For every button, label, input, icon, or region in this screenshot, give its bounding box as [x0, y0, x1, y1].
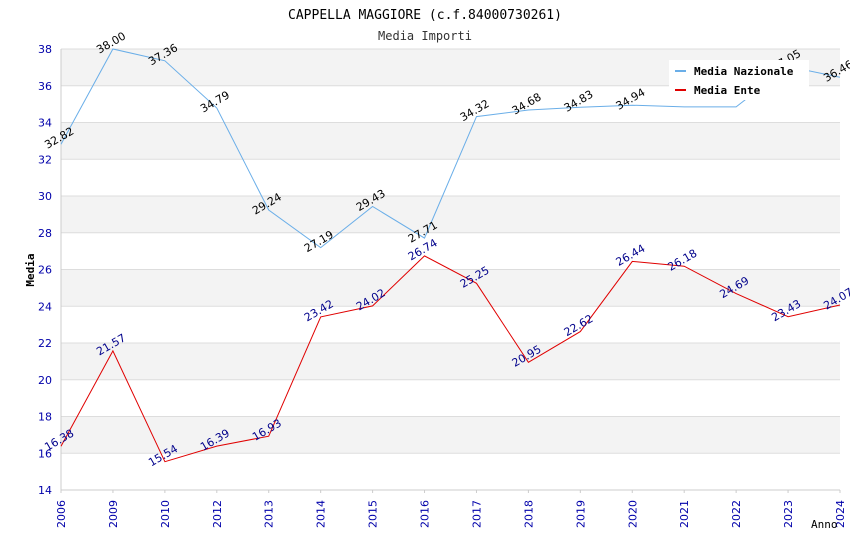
y-tick-label: 20 — [38, 374, 52, 387]
y-tick-label: 30 — [38, 190, 52, 203]
plot-band — [61, 416, 840, 454]
y-tick-label: 34 — [38, 117, 52, 130]
legend-label: Media Ente — [694, 84, 761, 97]
series-line-media-ente — [60, 255, 841, 463]
legend-label: Media Nazionale — [694, 65, 794, 78]
chart-subtitle: Media Importi — [378, 29, 472, 43]
legend: Media Nazionale Media Ente — [669, 60, 809, 100]
x-axis-label: Anno — [811, 518, 838, 531]
legend-box — [669, 60, 809, 100]
plot-band — [61, 232, 840, 270]
y-tick-label: 14 — [38, 484, 52, 497]
plot-background-bands — [61, 49, 840, 490]
x-tick-label: 2009 — [107, 500, 120, 528]
y-tick-label: 26 — [38, 264, 52, 277]
series-line-media-nazionale — [60, 48, 841, 249]
x-tick-label: 2023 — [782, 500, 795, 528]
y-tick-label: 16 — [38, 447, 52, 460]
y-tick-label: 32 — [38, 153, 52, 166]
y-tick-label: 24 — [38, 300, 52, 313]
y-axis-label: Media — [24, 253, 37, 286]
plot-band — [61, 379, 840, 417]
x-tick-label: 2017 — [470, 500, 483, 528]
y-tick-label: 38 — [38, 43, 52, 56]
x-tick-label: 2010 — [159, 500, 172, 528]
plot-band — [61, 122, 840, 160]
x-tick-label: 2006 — [55, 500, 68, 528]
x-tick-label: 2012 — [211, 500, 224, 528]
y-tick-label: 36 — [38, 80, 52, 93]
x-tick-label: 2019 — [574, 500, 587, 528]
x-tick-label: 2016 — [419, 500, 432, 528]
y-axis-ticks: 14 16 18 20 22 24 26 28 30 32 34 36 38 — [38, 43, 52, 497]
x-tick-label: 2013 — [263, 500, 276, 528]
x-tick-label: 2021 — [678, 500, 691, 528]
x-tick-label: 2020 — [626, 500, 639, 528]
x-tick-label: 2018 — [522, 500, 535, 528]
plot-band — [61, 196, 840, 233]
x-axis-ticks: 2006 2009 2010 2012 2013 2014 2015 2016 2017 2018… — [55, 490, 847, 528]
x-tick-label: 2022 — [730, 500, 743, 528]
chart-title: CAPPELLA MAGGIORE (c.f.84000730261) — [288, 8, 562, 23]
y-tick-label: 18 — [38, 411, 52, 424]
series-lines — [60, 48, 841, 463]
plot-band — [61, 343, 840, 380]
x-tick-label: 2015 — [367, 500, 380, 528]
plot-band — [61, 269, 840, 307]
x-tick-label: 2024 — [834, 500, 847, 528]
x-tick-label: 2014 — [315, 500, 328, 528]
plot-band — [61, 306, 840, 343]
y-tick-label: 22 — [38, 337, 52, 350]
y-tick-label: 28 — [38, 227, 52, 240]
plot-band — [61, 453, 840, 490]
